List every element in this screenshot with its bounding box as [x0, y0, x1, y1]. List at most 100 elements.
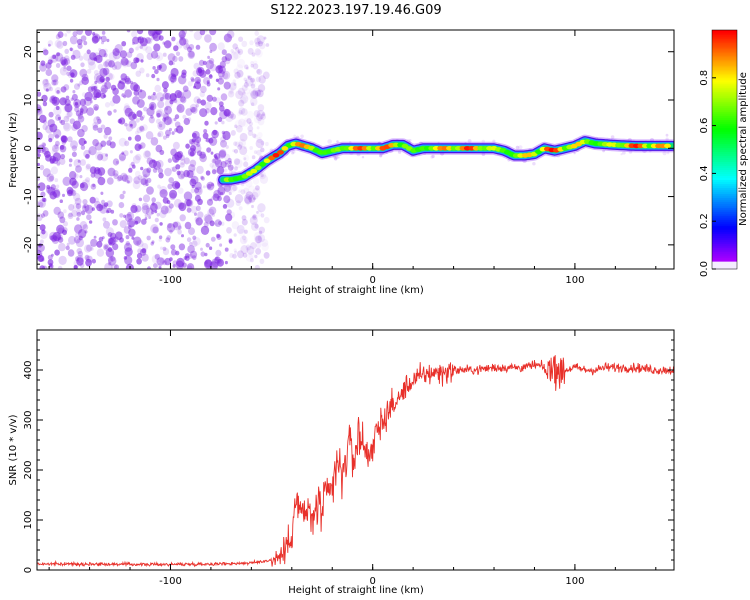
spectrogram-noise-blob [152, 92, 156, 96]
spectrogram-noise-blob [48, 43, 51, 47]
spectrogram-noise-blob [178, 75, 187, 85]
spectrogram-noise-blob [261, 112, 266, 116]
spectrogram-noise-blob [209, 261, 218, 269]
spectrogram-noise-blob [87, 86, 94, 93]
spectrogram-noise-blob [85, 165, 91, 171]
spectrogram-noise-blob [220, 93, 228, 101]
colorbar-strip [712, 165, 737, 169]
spectrogram-noise-blob [157, 168, 164, 174]
spectrogram-noise-blob [206, 94, 213, 102]
spectrogram-noise-blob [255, 41, 260, 48]
spectrogram-noise-blob [192, 70, 199, 77]
spectrogram-noise-blob [132, 36, 140, 45]
spectrogram-noise-blob [233, 82, 237, 86]
spectrogram-noise-blob [209, 63, 217, 72]
spectrogram-noise-blob [191, 78, 195, 83]
spectrogram-noise-blob [154, 201, 162, 210]
spectrogram-noise-blob [99, 36, 102, 40]
snr-ytick-label: 300 [23, 410, 34, 429]
colorbar-strip [712, 143, 737, 147]
spectrogram-noise-blob [169, 99, 174, 105]
spectrogram-noise-blob [128, 136, 132, 141]
spectrogram-noise-blob [42, 49, 49, 56]
spectrogram-noise-blob [78, 137, 86, 146]
spectrogram-noise-blob [40, 191, 46, 198]
colorbar-strip [712, 145, 737, 149]
spectrogram-noise-blob [91, 35, 99, 44]
spectrogram-noise-blob [55, 184, 60, 189]
spectrogram-noise-blob [152, 167, 158, 173]
spectrogram-noise-blob [79, 80, 84, 86]
spectrogram-noise-blob [37, 107, 43, 115]
spectrogram-noise-blob [129, 163, 134, 169]
spectrogram-noise-blob [170, 67, 179, 77]
spectrogram-noise-blob [92, 139, 99, 147]
spectrogram-noise-blob [246, 66, 249, 70]
colorbar-strip [712, 51, 737, 55]
spectrogram-noise-blob [249, 146, 253, 150]
spectrogram-ytick-label: 20 [23, 45, 34, 58]
spectrogram-noise-blob [206, 82, 211, 87]
spectrogram-xtick-label: -100 [159, 275, 182, 286]
spectrogram-noise-blob [150, 137, 159, 146]
spectrogram-noise-blob [66, 186, 74, 195]
spectrogram-noise-blob [160, 205, 169, 215]
spectrogram-noise-blob [215, 159, 223, 168]
spectrogram-noise-blob [41, 142, 46, 148]
spectrogram-noise-blob [64, 103, 73, 113]
spectrogram-noise-blob [152, 66, 156, 70]
spectrogram-noise-blob [263, 36, 267, 40]
spectrogram-noise-blob [179, 162, 185, 168]
spectrogram-noise-blob [108, 256, 117, 266]
spectrogram-noise-blob [253, 60, 258, 66]
spectrogram-noise-blob [128, 220, 135, 228]
spectrogram-noise-blob [257, 104, 265, 112]
snr-series-line [37, 355, 674, 568]
spectrogram-noise-blob [68, 163, 72, 167]
spectrogram-noise-blob [174, 159, 178, 163]
colorbar-strip [712, 211, 737, 214]
spectrogram-noise-blob [123, 256, 128, 260]
spectrogram-noise-blob [89, 196, 96, 204]
spectrogram-noise-blob [46, 184, 51, 190]
spectrogram-noise-blob [205, 170, 211, 176]
spectrogram-noise-blob [123, 95, 126, 99]
spectrogram-noise-blob [210, 236, 216, 242]
spectrogram-noise-blob [253, 110, 261, 118]
spectrogram-noise-blob [220, 191, 224, 195]
spectrogram-noise-blob [169, 189, 178, 199]
spectrogram-noise-blob [209, 220, 215, 227]
ridge-hotspot [281, 146, 289, 151]
spectrogram-noise-blob [233, 68, 239, 74]
spectrogram-noise-blob [236, 224, 245, 234]
spectrogram-noise-blob [59, 56, 68, 65]
spectrogram-noise-blob [69, 69, 78, 78]
spectrogram-noise-blob [51, 96, 60, 106]
spectrogram-noise-blob [83, 52, 91, 61]
spectrogram-noise-blob [104, 245, 108, 250]
spectrogram-noise-blob [79, 181, 89, 192]
spectrogram-noise-blob [240, 94, 249, 104]
spectrogram-noise-blob [130, 61, 138, 70]
spectrogram-noise-blob [245, 253, 254, 262]
spectrogram-noise-blob [91, 258, 96, 264]
spectrogram-noise-blob [139, 116, 144, 121]
spectrogram-noise-blob [150, 202, 158, 212]
spectrogram-noise-blob [62, 67, 67, 72]
spectrogram-halo-dot [228, 184, 232, 188]
colorbar-strip [712, 171, 737, 174]
spectrogram-noise-blob [223, 33, 232, 43]
colorbar-strip [712, 223, 737, 226]
spectrogram-noise-blob [112, 243, 119, 251]
spectrogram-noise-blob [168, 177, 174, 184]
spectrogram-noise-blob [190, 144, 196, 152]
spectrogram-noise-blob [203, 221, 209, 228]
spectrogram-noise-blob [253, 150, 258, 155]
spectrogram-noise-blob [126, 180, 130, 184]
spectrogram-noise-blob [110, 255, 116, 262]
spectrogram-noise-blob [40, 239, 44, 244]
spectrogram-noise-blob [243, 82, 249, 88]
spectrogram-noise-blob [124, 59, 130, 65]
spectrogram-noise-blob [234, 158, 243, 169]
spectrogram-noise-blob [134, 216, 142, 224]
